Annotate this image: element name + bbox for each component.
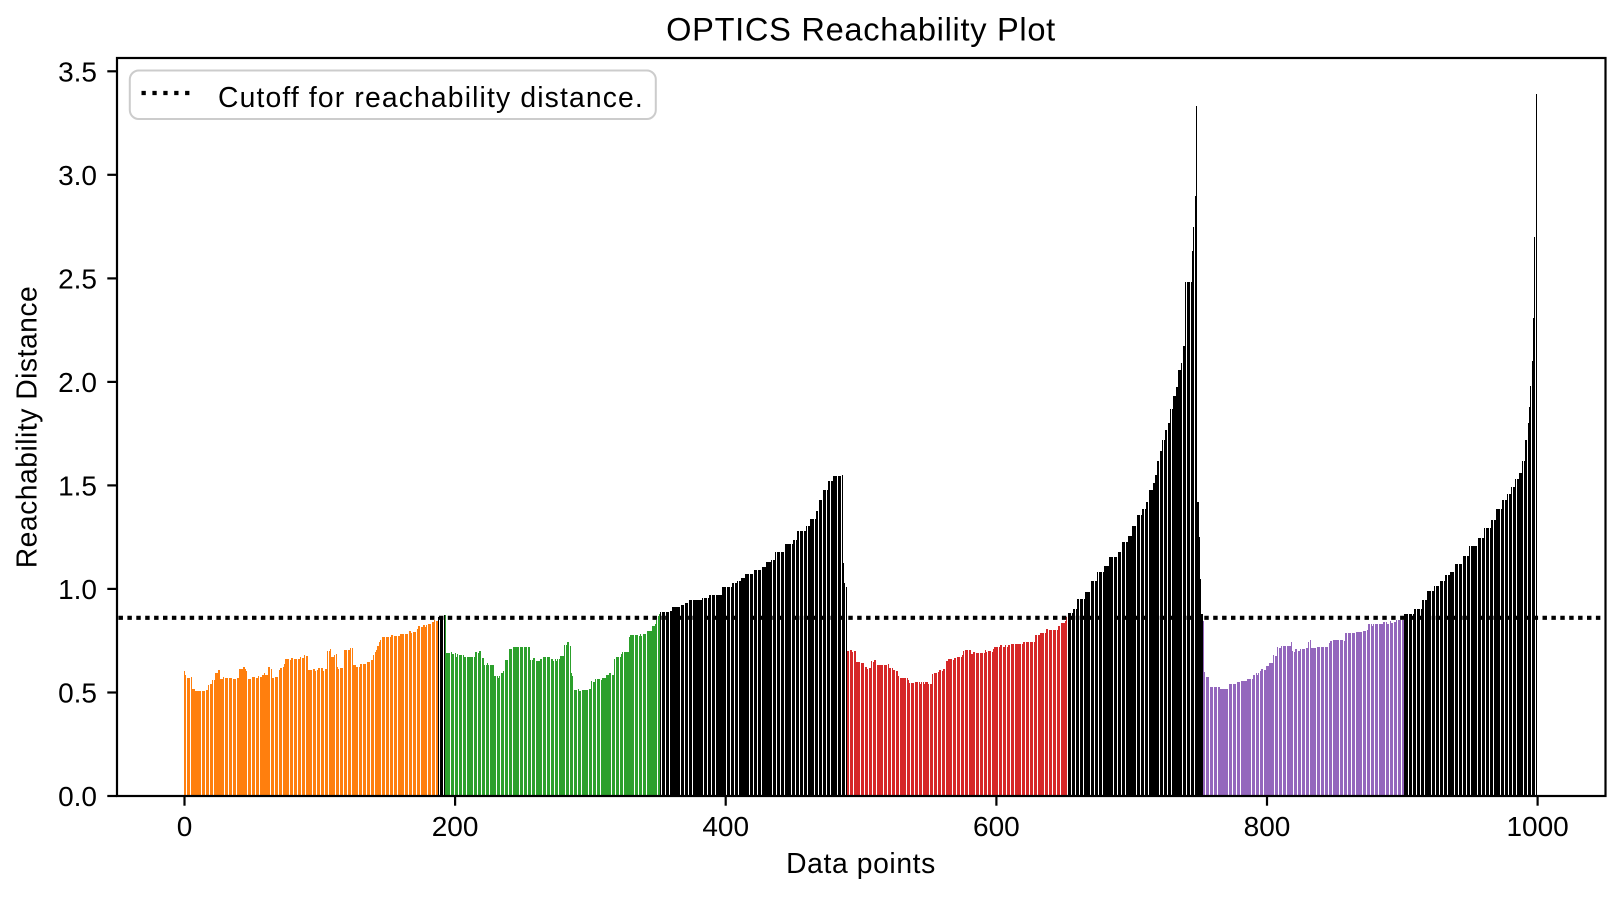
- svg-text:400: 400: [702, 811, 749, 842]
- svg-text:3.5: 3.5: [58, 56, 97, 87]
- svg-text:Reachability Distance: Reachability Distance: [11, 286, 43, 569]
- svg-text:3.0: 3.0: [58, 160, 97, 191]
- svg-text:600: 600: [973, 811, 1020, 842]
- svg-text:0: 0: [177, 811, 193, 842]
- svg-text:800: 800: [1244, 811, 1291, 842]
- svg-text:Data points: Data points: [786, 847, 936, 879]
- svg-text:0.0: 0.0: [58, 781, 97, 812]
- svg-text:1000: 1000: [1506, 811, 1568, 842]
- svg-text:OPTICS Reachability Plot: OPTICS Reachability Plot: [666, 11, 1056, 48]
- svg-text:1.0: 1.0: [58, 574, 97, 605]
- svg-text:2.0: 2.0: [58, 367, 97, 398]
- svg-text:2.5: 2.5: [58, 263, 97, 294]
- svg-text:Cutoff for reachability distan: Cutoff for reachability distance.: [218, 81, 644, 113]
- svg-text:1.5: 1.5: [58, 470, 97, 501]
- svg-text:200: 200: [432, 811, 479, 842]
- svg-text:0.5: 0.5: [58, 678, 97, 709]
